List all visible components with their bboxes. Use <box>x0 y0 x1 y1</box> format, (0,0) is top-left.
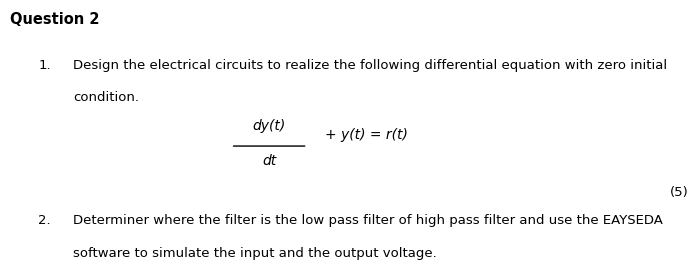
Text: Determiner where the filter is the low pass filter of high pass filter and use t: Determiner where the filter is the low p… <box>73 214 663 227</box>
Text: 1.: 1. <box>38 59 51 72</box>
Text: + y(t) = r(t): + y(t) = r(t) <box>325 128 408 142</box>
Text: software to simulate the input and the output voltage.: software to simulate the input and the o… <box>73 247 437 260</box>
Text: Design the electrical circuits to realize the following differential equation wi: Design the electrical circuits to realiz… <box>73 59 668 72</box>
Text: dt: dt <box>262 154 276 168</box>
Text: dy(t): dy(t) <box>252 119 286 133</box>
Text: 2.: 2. <box>38 214 51 227</box>
Text: Question 2: Question 2 <box>10 12 100 27</box>
Text: condition.: condition. <box>73 91 139 105</box>
Text: (5): (5) <box>670 186 689 199</box>
